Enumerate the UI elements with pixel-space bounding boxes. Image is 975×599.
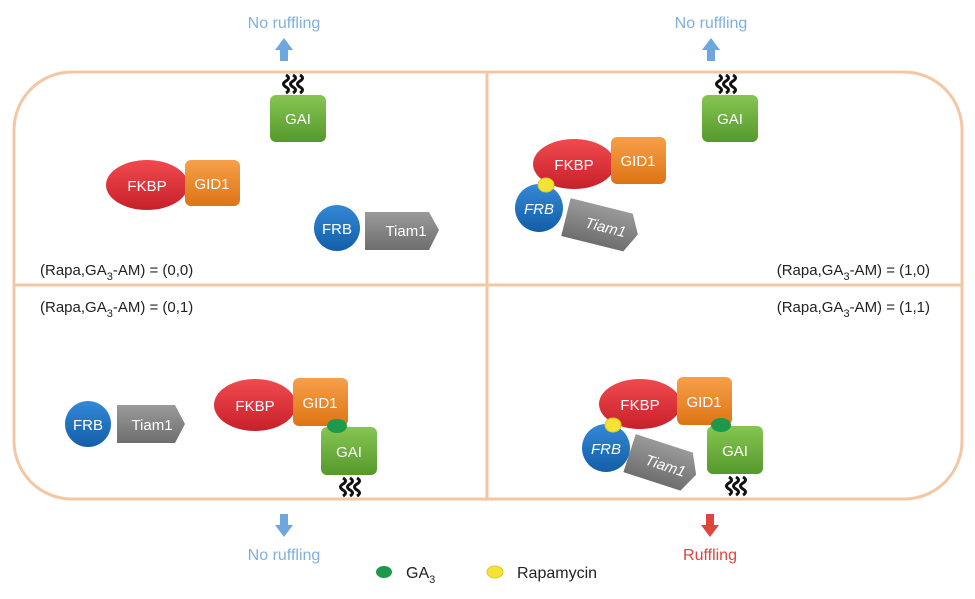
ga3-molecule [711, 418, 731, 432]
gid1-label: GID1 [686, 394, 721, 411]
gid1-protein [677, 377, 732, 425]
gai-label: GAI [336, 444, 362, 461]
tiam1-protein [561, 198, 638, 252]
fkbp-protein [599, 379, 681, 429]
gai-protein [321, 427, 377, 475]
tiam1-label: Tiam1 [131, 417, 172, 434]
rapamycin-legend-icon [486, 565, 504, 579]
cell-membrane [12, 70, 964, 501]
quadrant-1-1: (Rapa,GA3-AM) = (1,1) FKBP GID1 GAI Tiam… [582, 299, 930, 497]
tiam1-protein [117, 405, 185, 443]
fkbp-label: FKBP [127, 178, 166, 195]
frb-label: FRB [591, 441, 621, 458]
frb-protein [314, 205, 360, 251]
frb-label: FRB [73, 417, 103, 434]
ruffling-label-bottom: Ruffling [683, 547, 737, 564]
fkbp-label: FKBP [620, 397, 659, 414]
frb-protein [515, 184, 563, 232]
state-label: (Rapa,GA3-AM) = (0,1) [40, 299, 193, 320]
rapamycin-molecule [604, 417, 622, 433]
gid1-protein [611, 137, 666, 184]
gid1-protein [185, 160, 240, 206]
fkbp-label: FKBP [554, 157, 593, 174]
rapamycin-molecule [537, 177, 555, 193]
no-ruffling-label-top-right: No ruffling [675, 15, 748, 32]
frb-protein [65, 401, 111, 447]
ga3-molecule [327, 419, 347, 433]
fkbp-label: FKBP [235, 398, 274, 415]
up-arrow-right [702, 38, 720, 61]
membrane-anchor-icon [725, 475, 747, 497]
gai-label: GAI [722, 443, 748, 460]
gai-protein [707, 426, 763, 474]
ga3-legend-icon [376, 566, 392, 578]
gid1-label: GID1 [194, 176, 229, 193]
quadrant-1-0: GAI FKBP GID1 Tiam1 FRB (Rapa,GA3-AM) = … [515, 73, 930, 283]
gai-protein [702, 95, 758, 142]
legend: GA3 Rapamycin [376, 565, 597, 586]
tiam1-protein [365, 212, 439, 250]
state-label: (Rapa,GA3-AM) = (1,0) [777, 262, 930, 283]
down-arrow-right [701, 514, 719, 537]
membrane-anchor-icon [715, 73, 737, 95]
no-ruffling-label-bottom: No ruffling [248, 547, 321, 564]
quadrant-0-0: GAI FKBP GID1 Tiam1 FRB (Rapa,GA3-AM) = … [40, 73, 439, 283]
quadrant-0-1: (Rapa,GA3-AM) = (0,1) Tiam1 FRB FKBP GID… [40, 299, 377, 498]
gai-label: GAI [285, 111, 311, 128]
frb-label: FRB [524, 201, 554, 218]
frb-protein [582, 424, 630, 472]
membrane-anchor-icon [282, 73, 304, 95]
tiam1-protein [623, 434, 697, 491]
tiam1-label: Tiam1 [385, 223, 426, 240]
frb-label: FRB [322, 221, 352, 238]
rapamycin-legend-label: Rapamycin [517, 565, 597, 582]
state-label: (Rapa,GA3-AM) = (1,1) [777, 299, 930, 320]
fkbp-protein [106, 160, 188, 210]
state-label: (Rapa,GA3-AM) = (0,0) [40, 262, 193, 283]
gid1-protein [293, 378, 348, 426]
fkbp-protein [533, 139, 615, 189]
gid1-label: GID1 [620, 153, 655, 170]
up-arrow-left [275, 38, 293, 61]
ga3-legend-label: GA3 [406, 565, 435, 586]
membrane-anchor-icon [339, 476, 361, 498]
no-ruffling-label-top-left: No ruffling [248, 15, 321, 32]
gid1-label: GID1 [302, 395, 337, 412]
gai-protein [270, 95, 326, 142]
gai-label: GAI [717, 111, 743, 128]
down-arrow-left [275, 514, 293, 537]
fkbp-protein [214, 379, 296, 431]
